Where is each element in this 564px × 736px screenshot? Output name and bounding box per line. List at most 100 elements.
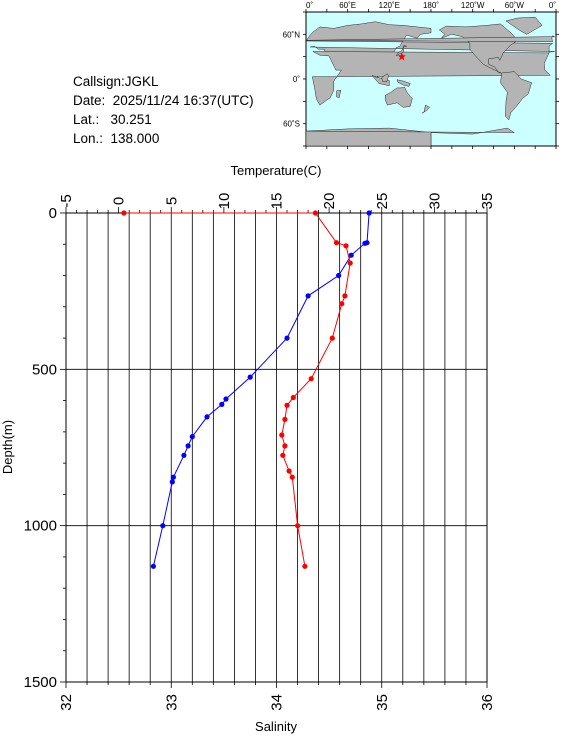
data-point <box>343 243 349 249</box>
temperature-ticks: -5 0 5 10 15 20 25 30 35 <box>58 193 496 213</box>
data-point <box>295 523 301 529</box>
world-map: 0˚ 60˚E 120˚E 180˚ 120˚W 60˚W 0˚ 60˚N 0˚ 60˚S <box>283 1 559 149</box>
salinity-tick-label: 35 <box>374 694 391 711</box>
africa-landmass <box>312 51 551 106</box>
salinity-tick-label: 34 <box>269 694 286 711</box>
data-point <box>223 396 229 402</box>
temperature-tick-label: 25 <box>374 193 391 210</box>
depth-tick-label: 500 <box>32 361 57 378</box>
north-america-landmass <box>438 23 519 74</box>
data-point <box>185 443 191 449</box>
data-point <box>308 376 314 382</box>
data-point <box>305 293 311 299</box>
data-point <box>366 210 372 216</box>
data-point <box>336 272 342 279</box>
data-point <box>282 416 288 422</box>
salinity-tick-label: 33 <box>163 694 180 711</box>
station-star-icon <box>397 52 406 61</box>
chart-grid <box>66 213 487 682</box>
data-point <box>362 240 368 246</box>
depth-tick-label: 1000 <box>24 518 57 535</box>
temperature-tick-label: 30 <box>426 193 443 210</box>
station-marker <box>397 52 406 61</box>
data-point <box>160 523 166 529</box>
map-lon-label: 120˚E <box>379 1 400 10</box>
temperature-tick-label: 0 <box>111 197 128 205</box>
series-0 <box>150 210 372 569</box>
data-point <box>339 301 345 307</box>
data-point <box>169 479 175 485</box>
salinity-axis-title: Salinity <box>255 719 297 734</box>
data-point <box>280 452 286 458</box>
greenland-landmass <box>505 16 543 35</box>
temperature-tick-label: -5 <box>58 194 75 207</box>
data-point <box>219 401 225 407</box>
salinity-tick-label: 36 <box>479 694 496 711</box>
data-point <box>170 474 176 480</box>
temperature-axis-title: Temperature(C) <box>230 163 321 178</box>
depth-tick-label: 1500 <box>24 674 57 691</box>
japan-landmass <box>395 45 407 57</box>
map-lon-label: 60˚W <box>505 1 525 10</box>
data-point <box>290 394 296 401</box>
callsign-text: Callsign:JGKL <box>73 74 159 89</box>
data-point <box>282 443 288 449</box>
data-point <box>329 335 335 341</box>
data-point <box>284 402 290 408</box>
chart-series <box>121 210 372 569</box>
map-frame <box>303 9 559 149</box>
salinity-tick-label: 32 <box>58 694 75 711</box>
map-longitude-labels: 0˚ 60˚E 120˚E 180˚ 120˚W 60˚W 0˚ <box>306 1 556 10</box>
temperature-tick-label: 20 <box>321 193 338 210</box>
data-point <box>333 240 340 246</box>
latitude-text: Lat.: 30.251 <box>73 112 152 127</box>
data-point <box>348 252 354 258</box>
salinity-ticks: 32 33 34 35 36 <box>58 682 496 711</box>
temperature-tick-label: 10 <box>216 193 233 210</box>
data-point <box>289 474 295 480</box>
map-lat-label: 60˚S <box>283 120 300 129</box>
data-point <box>204 414 210 420</box>
borneo-landmass <box>381 73 389 83</box>
data-point <box>181 452 187 458</box>
date-text: Date: 2025/11/24 16:37(UTC) <box>73 93 254 108</box>
data-point <box>279 432 285 438</box>
australia-landmass <box>385 86 413 108</box>
temperature-tick-label: 35 <box>479 193 496 210</box>
depth-axis-title: Depth(m) <box>0 420 15 474</box>
temperature-tick-label: 5 <box>163 197 180 205</box>
depth-tick-label: 0 <box>49 205 57 222</box>
south-america-landmass <box>500 71 532 121</box>
map-landmasses <box>305 16 555 147</box>
uk-landmass <box>306 35 555 43</box>
data-point <box>121 210 127 216</box>
temperature-tick-label: 15 <box>269 193 286 210</box>
data-point <box>286 468 292 474</box>
map-lon-label: 0˚ <box>306 1 313 10</box>
map-latitude-labels: 60˚N 0˚ 60˚S <box>283 30 301 128</box>
series-1 <box>121 210 353 569</box>
map-lon-label: 180˚ <box>423 1 439 10</box>
data-point <box>302 563 308 569</box>
data-point <box>284 335 290 341</box>
indonesia-landmass <box>371 75 390 86</box>
longitude-text: Lon.: 138.000 <box>73 131 160 146</box>
new-zealand-landmass <box>421 104 430 114</box>
data-point <box>312 210 318 216</box>
data-point <box>150 563 156 569</box>
data-point <box>189 434 195 440</box>
station-info: Callsign:JGKL Date: 2025/11/24 16:37(UTC… <box>73 72 254 148</box>
data-point <box>342 293 348 299</box>
series-line <box>152 212 370 567</box>
data-point <box>247 374 253 380</box>
map-lat-label: 0˚ <box>293 75 300 84</box>
madagascar-landmass <box>336 89 341 98</box>
map-lon-label: 0˚ <box>549 1 556 10</box>
map-lat-label: 60˚N <box>283 30 301 39</box>
new-guinea-landmass <box>396 79 411 87</box>
map-lon-label: 60˚E <box>339 1 356 10</box>
depth-ticks: 0 500 1000 1500 <box>24 205 66 691</box>
map-lon-label: 120˚W <box>461 1 485 10</box>
data-point <box>347 260 353 266</box>
